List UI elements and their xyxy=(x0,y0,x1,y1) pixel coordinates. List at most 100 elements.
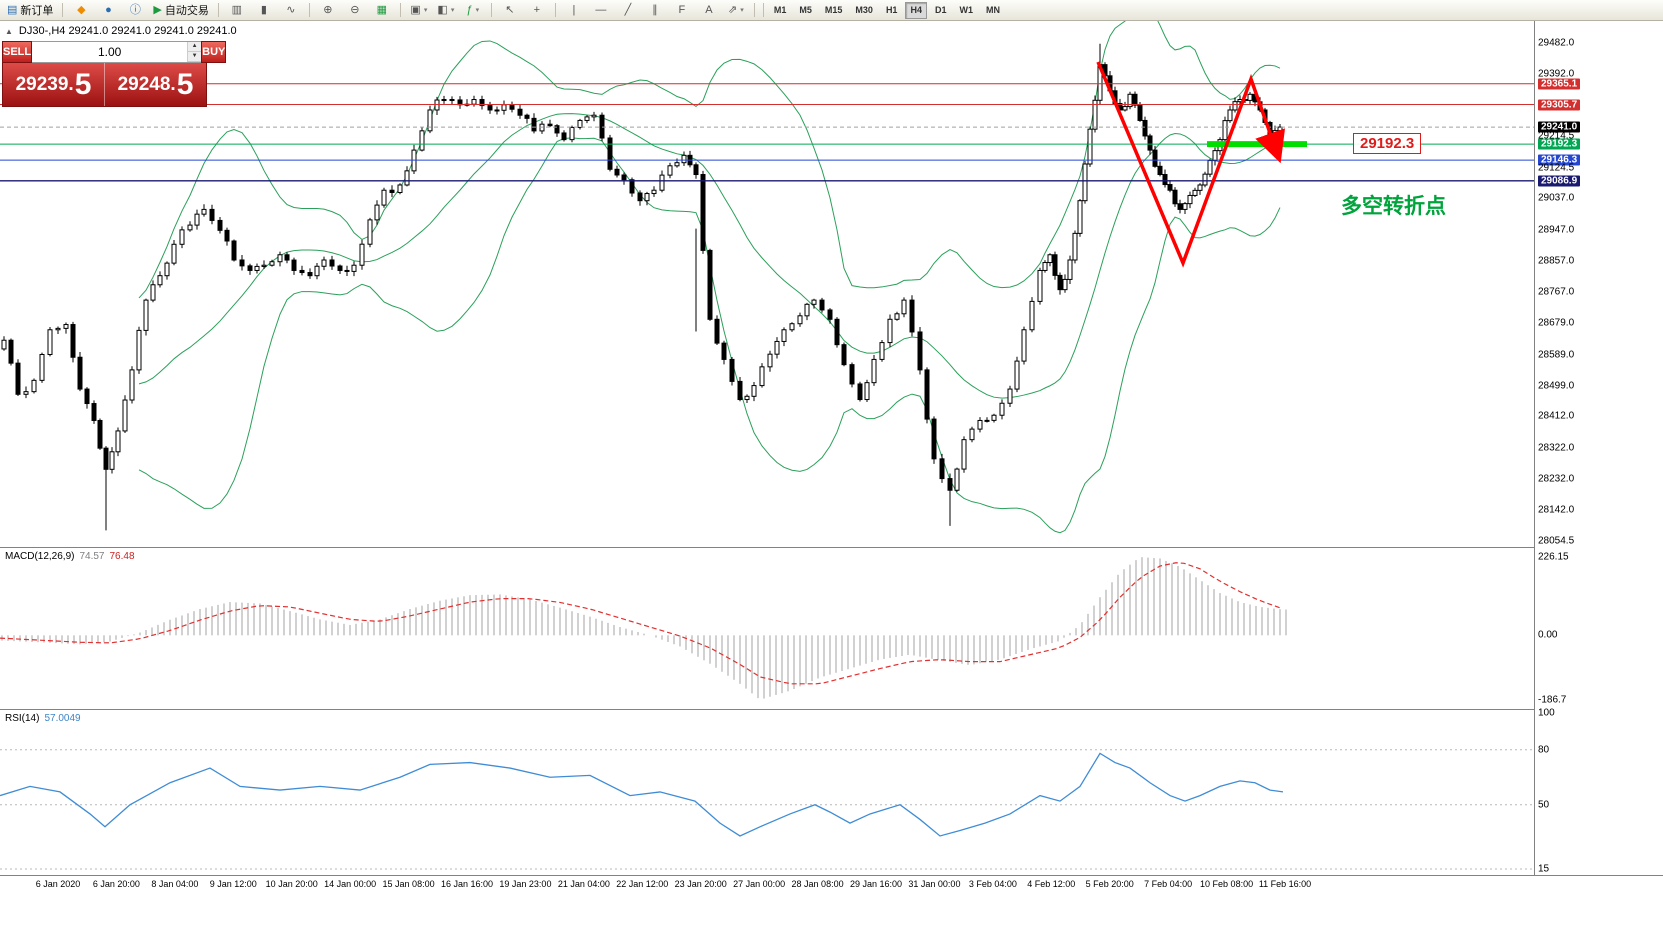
ask-price-big-digit: 5 xyxy=(176,68,194,101)
axis-separator xyxy=(0,875,1663,876)
new-order-icon: ▤ xyxy=(7,3,18,16)
timeframe-h1-button[interactable]: H1 xyxy=(885,5,898,15)
timeframe-mn-button[interactable]: MN xyxy=(985,5,1000,15)
time-axis[interactable]: 6 Jan 2020 6 Jan 20:00 8 Jan 04:00 9 Jan 12… xyxy=(0,876,1534,894)
price-tick-28947.0: 28947.0 xyxy=(1538,224,1575,236)
time-label: 29 Jan 16:00 xyxy=(849,879,903,889)
toolbar-fibonacci-button[interactable]: F xyxy=(669,1,695,19)
ask-price[interactable]: 29248. 5 xyxy=(105,63,206,106)
panel-separator[interactable] xyxy=(0,547,1534,548)
macd-name: MACD(12,26,9) xyxy=(5,551,75,562)
volume-spinner: ▲ ▼ xyxy=(187,42,202,62)
toolbar-separator xyxy=(399,3,401,17)
toolbar-equidistant-channel-button[interactable]: ∥ xyxy=(642,1,668,19)
toolbar-arrows-button[interactable]: ⇗ ▾ xyxy=(723,1,749,19)
toolbar-mql5-diamond-button[interactable]: ◆ xyxy=(68,1,94,19)
toolbar-separator xyxy=(62,3,64,17)
volume-decrease-button[interactable]: ▼ xyxy=(188,52,202,62)
toolbar-community-button[interactable]: ● xyxy=(95,1,121,19)
time-label: 22 Jan 12:00 xyxy=(616,879,669,889)
timeframe-h4-button[interactable]: H4 xyxy=(905,1,927,19)
toolbar-vertical-line-button[interactable]: | xyxy=(561,1,587,19)
macd-indicator-panel[interactable] xyxy=(0,547,1534,709)
profiles-icon: ◧ xyxy=(437,3,448,16)
toolbar-new-order-button[interactable]: ▤ 新订单 xyxy=(3,1,57,19)
symbol-ohlc-text: DJ30-,H4 29241.0 29241.0 29241.0 29241.0 xyxy=(18,25,237,37)
toolbar-zoom-out-button[interactable]: ⊖ xyxy=(342,1,368,19)
sell-button[interactable]: SELL xyxy=(2,41,33,63)
toolbar-tile-windows-button[interactable]: ▦ xyxy=(369,1,395,19)
arrows-icon: ⇗ xyxy=(728,3,738,16)
time-label: 14 Jan 00:00 xyxy=(324,879,377,889)
macd-main-value: 74.57 xyxy=(79,551,105,562)
pivot-price-flag[interactable]: 29192.3 xyxy=(1353,133,1422,155)
text-icon: A xyxy=(705,3,713,16)
toolbar-cursor-button[interactable]: ↖ xyxy=(497,1,523,19)
rsi-scale-50: 50 xyxy=(1538,799,1550,811)
price-tick-28322.0: 28322.0 xyxy=(1538,442,1575,454)
price-tick-28412.0: 28412.0 xyxy=(1538,410,1575,422)
toolbar-trendline-button[interactable]: ╱ xyxy=(615,1,641,19)
time-label: 5 Feb 20:00 xyxy=(1085,879,1134,889)
timeframe-m30-button[interactable]: M30 xyxy=(855,5,873,15)
toolbar-zoom-in-button[interactable]: ⊕ xyxy=(315,1,341,19)
toolbar-separator xyxy=(753,3,755,17)
timeframe-m5-button[interactable]: M5 xyxy=(799,5,812,15)
price-tick-29365.1: 29365.1 xyxy=(1538,78,1581,90)
toolbar-crosshair-button[interactable]: + xyxy=(524,1,550,19)
candlestick-chart-icon: ▮ xyxy=(260,3,267,16)
toolbar-separator xyxy=(308,3,310,17)
rsi-name: RSI(14) xyxy=(5,713,40,724)
info-icon: ⓘ xyxy=(129,3,141,16)
macd-scale--186.7: -186.7 xyxy=(1538,694,1567,706)
price-tick-29305.7: 29305.7 xyxy=(1538,99,1581,110)
timeframe-m15-button[interactable]: M15 xyxy=(824,5,843,15)
bid-price-main: 29239. xyxy=(15,74,74,95)
time-label: 11 Feb 16:00 xyxy=(1258,879,1312,889)
price-tick-29241.0: 29241.0 xyxy=(1538,121,1581,133)
toolbar-candlestick-chart-button[interactable]: ▮ xyxy=(251,1,277,19)
bid-price[interactable]: 29239. 5 xyxy=(3,63,104,106)
time-label: 4 Feb 12:00 xyxy=(1027,879,1076,889)
time-label: 10 Jan 20:00 xyxy=(265,879,318,889)
toolbar-separator xyxy=(217,3,219,17)
toolbar-separator xyxy=(490,3,492,17)
price-tick-29192.3: 29192.3 xyxy=(1538,138,1581,150)
timeframe-w1-button[interactable]: W1 xyxy=(959,5,973,15)
rsi-value: 57.0049 xyxy=(44,713,81,724)
time-label: 6 Jan 2020 xyxy=(35,879,81,889)
volume-input[interactable] xyxy=(32,42,188,62)
bid-price-big-digit: 5 xyxy=(74,68,92,101)
macd-scale-0.00: 0.00 xyxy=(1538,629,1558,641)
price-tick-29086.9: 29086.9 xyxy=(1538,175,1581,187)
one-click-collapse-button[interactable]: ▲ xyxy=(5,26,13,36)
rsi-indicator-panel[interactable] xyxy=(0,709,1534,875)
toolbar-new-chart-button[interactable]: ▣ ▾ xyxy=(406,1,432,19)
main-price-chart[interactable] xyxy=(0,20,1534,547)
panel-separator[interactable] xyxy=(0,709,1534,710)
timeframe-toolbar: M1 M5 M15 M30 H1 H4 D1 W1 MN xyxy=(768,1,1006,19)
toolbar-indicators-list-button[interactable]: ƒ ▾ xyxy=(460,1,486,19)
price-divider xyxy=(104,63,105,106)
timeframe-m1-button[interactable]: M1 xyxy=(773,5,787,15)
price-tick-29392.0: 29392.0 xyxy=(1538,68,1575,80)
rsi-label: RSI(14) 57.0049 xyxy=(5,713,81,724)
auto-trading-icon: ▶ xyxy=(153,3,162,16)
auto-trading-label: 自动交易 xyxy=(164,5,209,17)
chart-info-line: ▲ DJ30-,H4 29241.0 29241.0 29241.0 29241… xyxy=(5,25,237,37)
time-label: 7 Feb 04:00 xyxy=(1144,879,1193,889)
toolbar-horizontal-line-button[interactable]: — xyxy=(588,1,614,19)
price-tick-29124.5: 29124.5 xyxy=(1538,162,1575,174)
toolbar-buttons: ▤ 新订单 ◆ ● ⓘ ▶ 自动交易 ▥ ▮ ∿ ⊕ ⊖ ▦ ▣ ▾ ◧ ▾ ƒ ▾ ↖ + | — ╱ ∥ F A ⇗ ▾ xyxy=(3,1,759,19)
volume-increase-button[interactable]: ▲ xyxy=(188,42,202,52)
price-scale[interactable]: 29482.0 29392.0 29365.1 29305.7 29241.0 29214… xyxy=(1534,20,1663,875)
toolbar-profiles-button[interactable]: ◧ ▾ xyxy=(433,1,459,19)
buy-button[interactable]: BUY xyxy=(201,41,227,63)
price-tick-28054.5: 28054.5 xyxy=(1538,535,1575,547)
toolbar-line-chart-button[interactable]: ∿ xyxy=(278,1,304,19)
toolbar-auto-trading-button[interactable]: ▶ 自动交易 xyxy=(149,1,212,19)
toolbar-text-button[interactable]: A xyxy=(696,1,722,19)
toolbar-info-button[interactable]: ⓘ xyxy=(122,1,148,19)
timeframe-d1-button[interactable]: D1 xyxy=(934,5,947,15)
toolbar-bar-chart-button[interactable]: ▥ xyxy=(224,1,250,19)
